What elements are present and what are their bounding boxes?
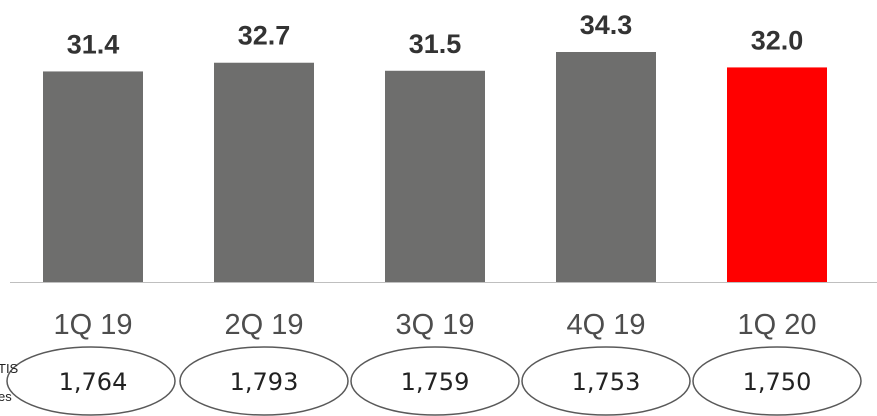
category-label: 1Q 20 [738,309,817,341]
bar-1q-19 [43,71,143,282]
category-labels-group: 1Q 19 2Q 19 3Q 19 4Q 19 1Q 20 [54,309,817,341]
bar-3q-19 [385,70,485,282]
circled-value-ellipse [521,346,691,416]
circled-value: 1,793 [230,368,299,396]
left-fragment-line-1: TIS [0,361,19,376]
category-label: 4Q 19 [567,309,646,341]
left-fragment-line-2: es [0,389,12,404]
value-labels-group: 31.4 32.7 31.5 34.3 32.0 [67,10,804,59]
bar-2q-19 [214,62,314,282]
circled-values-group: 1,764 1,793 1,759 1,753 1,750 [6,346,862,416]
circled-value-ellipse [692,346,862,416]
circled-value-ellipse [350,346,520,416]
category-label: 2Q 19 [225,309,304,341]
bar-1q-20 [727,67,827,283]
left-fragment-text: TIS es [0,361,19,404]
category-label: 3Q 19 [396,309,475,341]
circled-value-ellipse [6,346,176,416]
value-label: 32.7 [238,21,291,51]
circled-value-ellipse [179,346,349,416]
value-label: 32.0 [751,25,804,55]
circled-value: 1,759 [401,368,470,396]
circled-value: 1,753 [572,368,641,396]
value-label: 34.3 [580,10,633,40]
bars-group [43,52,827,283]
value-label: 31.4 [67,29,120,59]
bar-4q-19 [556,52,656,282]
circled-value: 1,750 [743,368,812,396]
value-label: 31.5 [409,29,462,59]
circled-value: 1,764 [59,368,128,396]
category-label: 1Q 19 [54,309,133,341]
